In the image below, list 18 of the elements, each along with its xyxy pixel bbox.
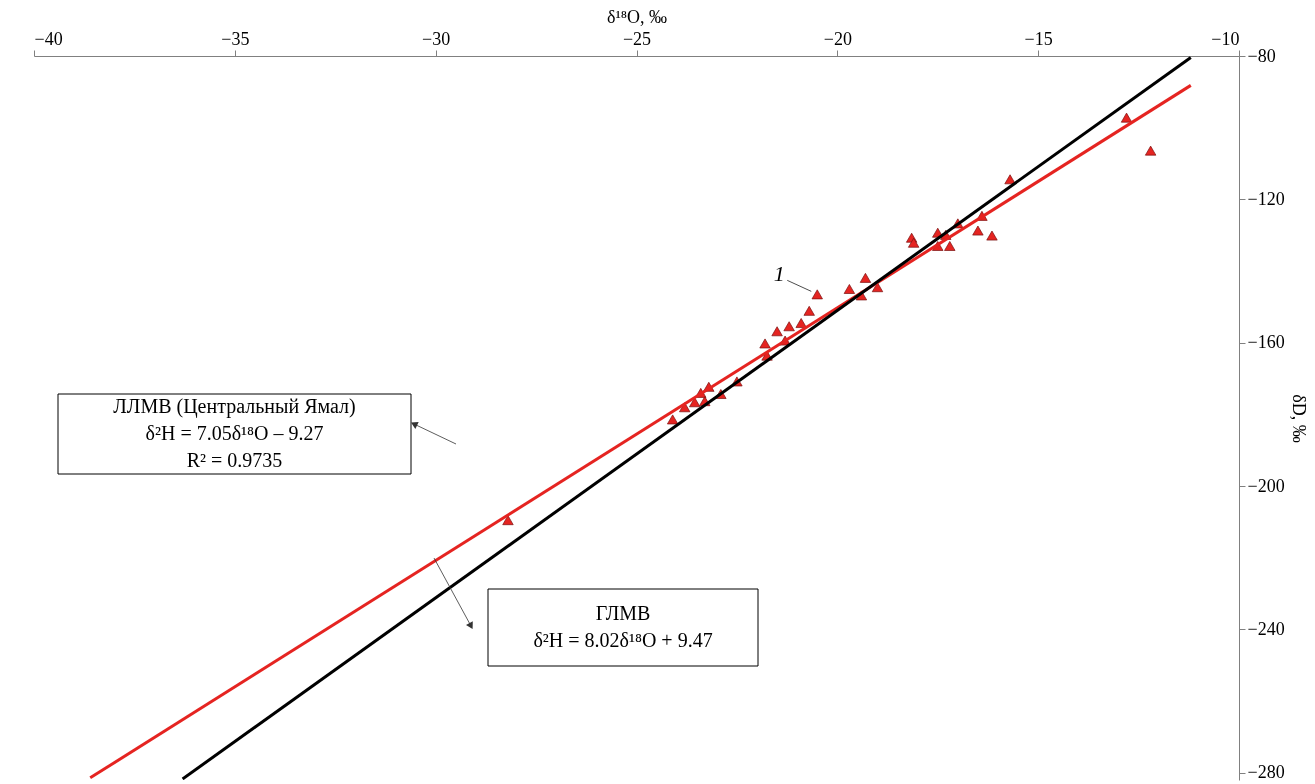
y-tick-label: −200 [1247,475,1285,496]
y-tick-label: −240 [1247,618,1285,639]
y-axis-title: δD, ‰ [1288,394,1309,443]
y-tick-label: −80 [1247,45,1276,66]
x-tick-label: −40 [34,28,63,49]
x-tick-label: −30 [422,28,451,49]
x-tick-label: −35 [221,28,250,49]
annotation: ЛЛМВ (Центральный Ямал) δ²H = 7.05δ¹⁸O – 9.27 R² = 0.9735 [113,395,356,471]
x-tick-label: −15 [1024,28,1053,49]
annotation: 1 [773,261,785,287]
y-tick-label: −160 [1247,332,1285,353]
x-tick-label: −10 [1211,28,1240,49]
annotation: ГЛМВ δ²H = 8.02δ¹⁸O + 9.47 [533,602,713,651]
y-tick-label: −280 [1247,762,1285,783]
x-axis-title: δ¹⁸O, ‰ [606,6,668,27]
x-tick-label: −25 [622,28,652,49]
y-tick-label: −120 [1247,188,1285,209]
x-tick-label: −20 [823,28,852,49]
